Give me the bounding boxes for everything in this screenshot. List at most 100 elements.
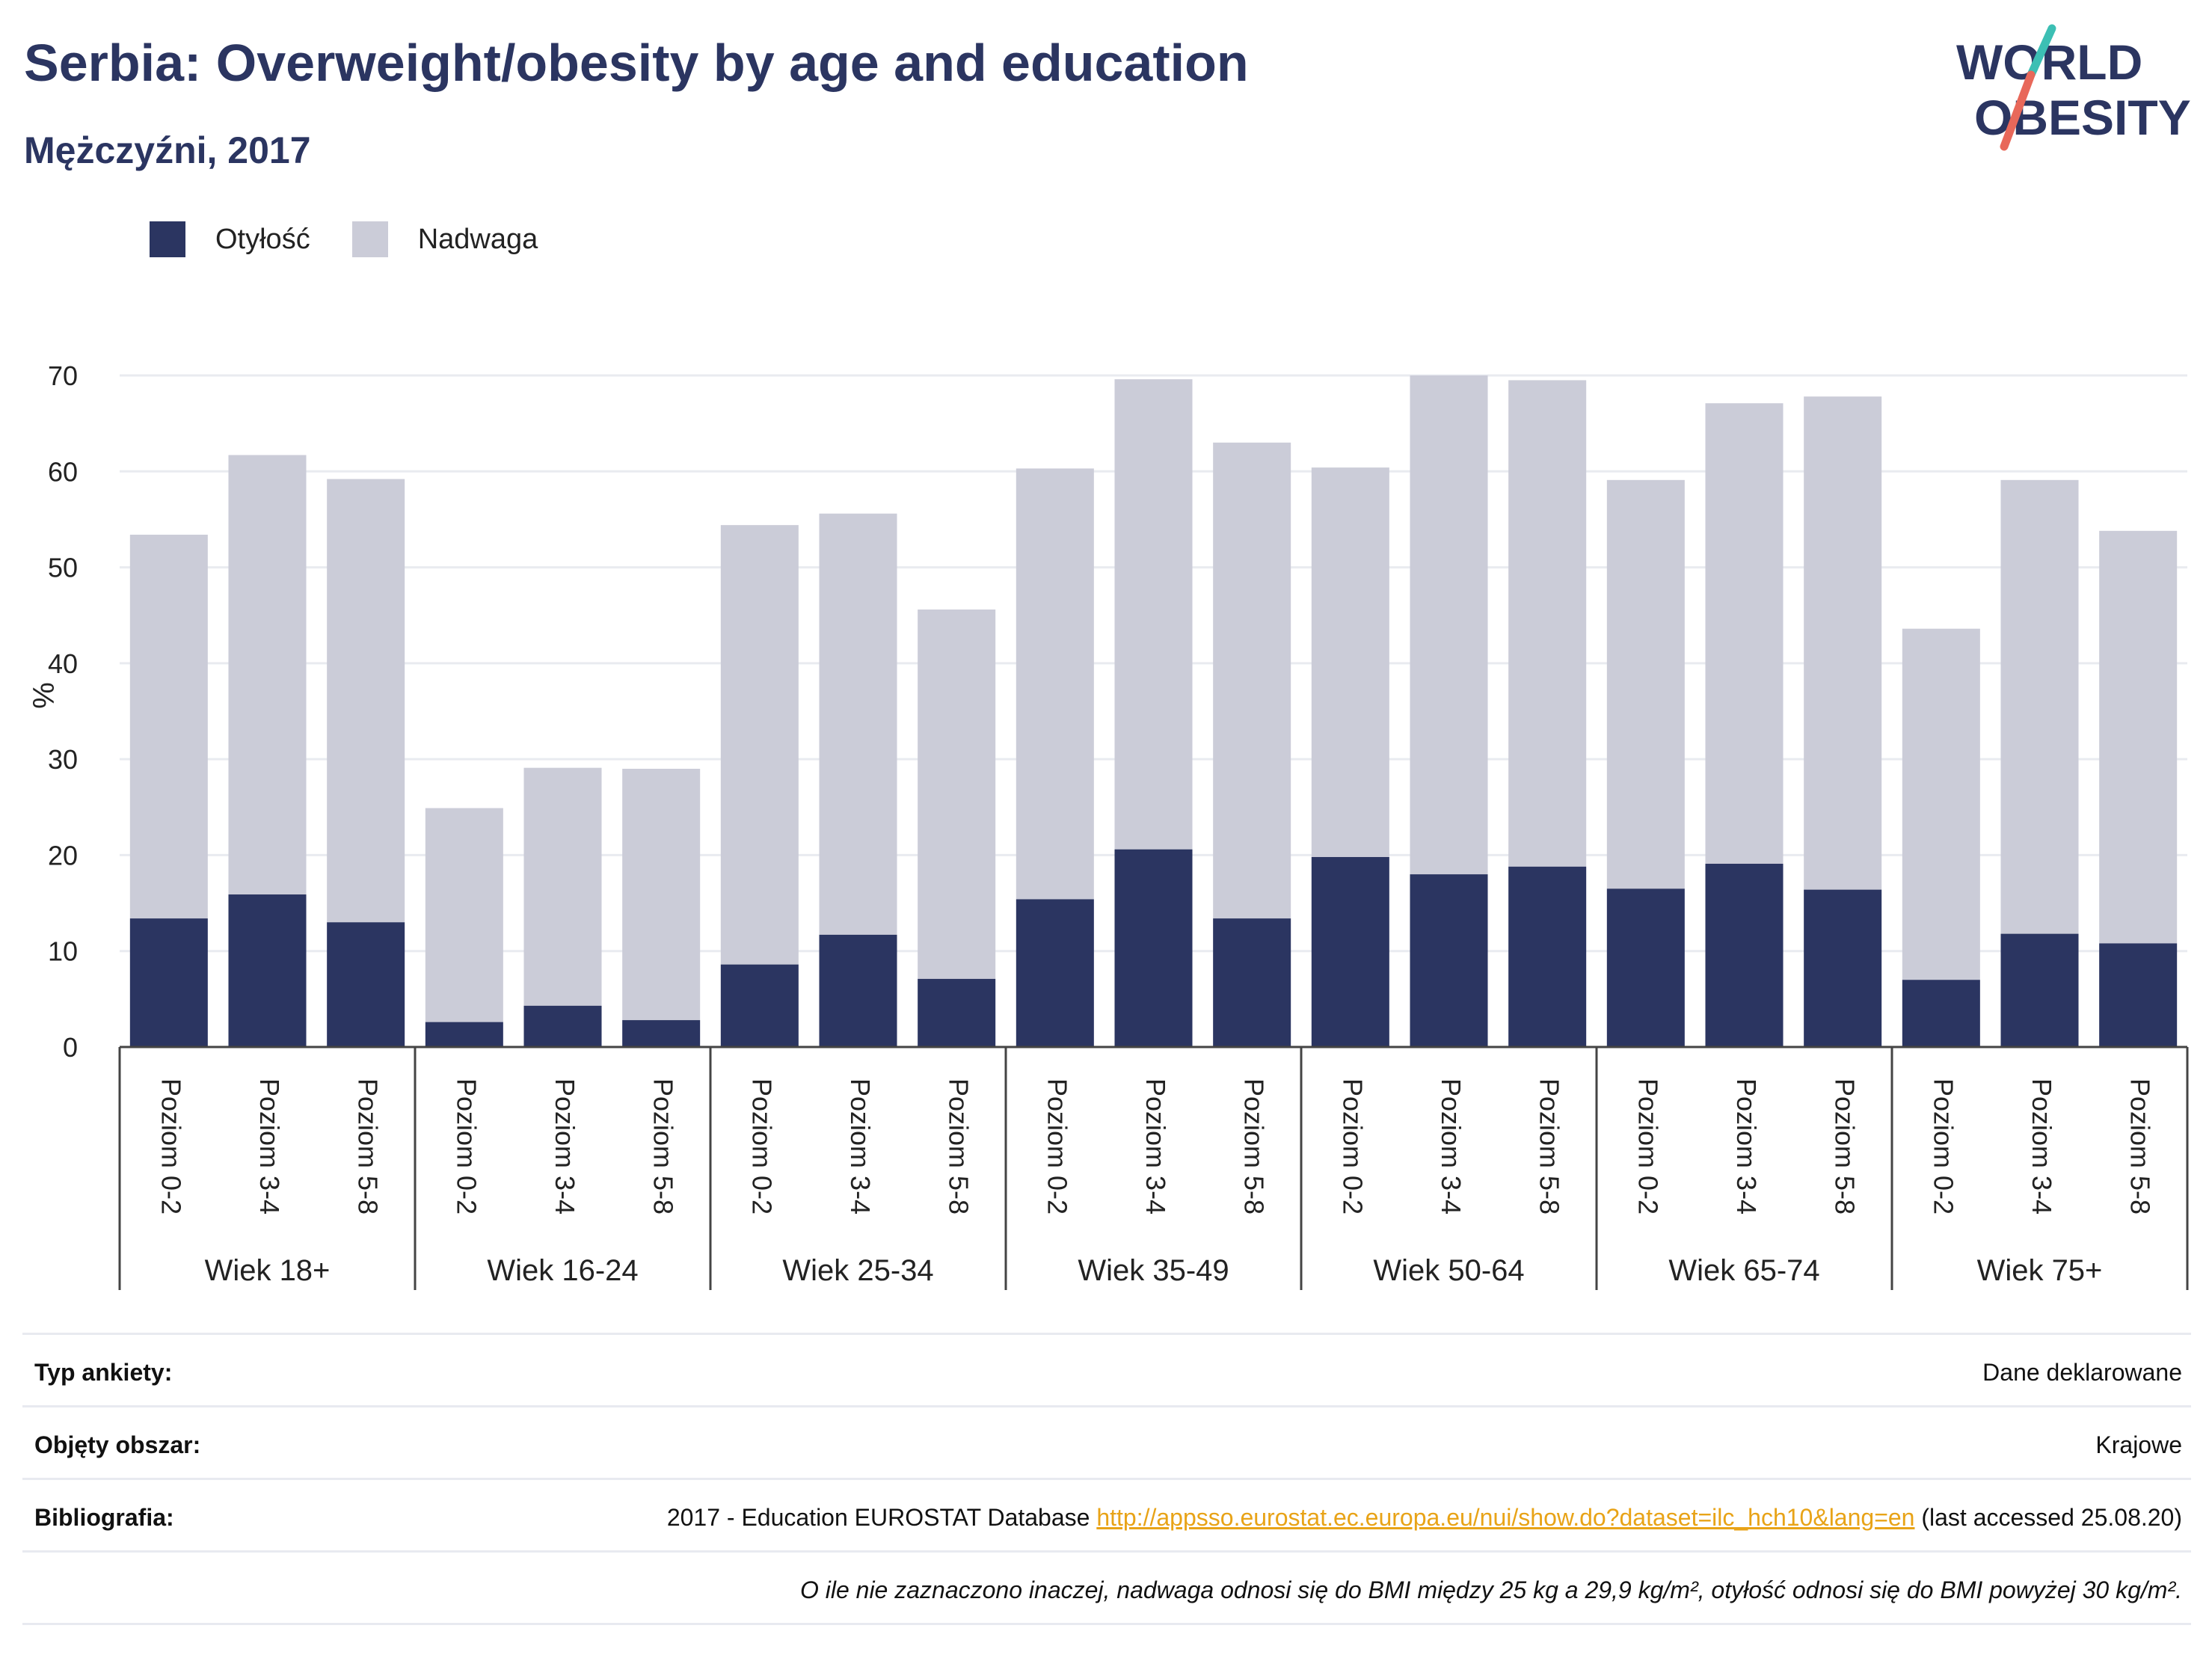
bar-overweight: [129, 534, 208, 919]
x-category-label: Poziom 5-8: [2125, 1078, 2156, 1215]
y-tick-label: 60: [48, 456, 78, 487]
y-tick-label: 20: [48, 840, 78, 871]
bar-obesity: [1213, 918, 1291, 1047]
bar-obesity: [1114, 849, 1193, 1047]
bar-overweight: [1705, 403, 1784, 864]
bar-overweight: [1213, 442, 1291, 919]
bar-overweight: [1311, 467, 1389, 857]
bibliography-label: Bibliografia:: [34, 1504, 174, 1531]
info-row-bibliography: Bibliografia: 2017 - Education EUROSTAT …: [22, 1478, 2191, 1550]
bar-obesity: [1410, 874, 1488, 1047]
world-obesity-logo: WORLD OBESITY: [1956, 24, 2191, 151]
legend-item-obesity[interactable]: Otyłość: [150, 221, 310, 257]
bar-obesity: [2099, 943, 2178, 1047]
bar-obesity: [1508, 866, 1587, 1047]
bar-obesity: [1606, 888, 1685, 1047]
y-tick-label: 0: [63, 1032, 78, 1063]
bar-obesity: [2000, 933, 2079, 1047]
x-group-label: Wiek 25-34: [782, 1254, 933, 1287]
survey-type-label: Typ ankiety:: [34, 1359, 173, 1386]
x-category-label: Poziom 3-4: [2027, 1078, 2057, 1215]
bar-overweight: [523, 767, 602, 1006]
x-category-label: Poziom 5-8: [1534, 1078, 1565, 1215]
chart-legend: Otyłość Nadwaga: [150, 221, 580, 257]
bar-obesity: [1902, 980, 1980, 1047]
x-group-label: Wiek 65-74: [1668, 1254, 1819, 1287]
bar-overweight: [1902, 628, 1980, 980]
bar-obesity: [622, 1020, 701, 1047]
coverage-label: Objęty obszar:: [34, 1431, 201, 1458]
x-group-label: Wiek 18+: [205, 1254, 331, 1287]
x-category-label: Poziom 0-2: [1337, 1078, 1368, 1215]
x-category-label: Poziom 5-8: [944, 1078, 974, 1215]
bar-obesity: [1705, 863, 1784, 1047]
bar-overweight: [425, 808, 503, 1022]
info-row-survey-type: Typ ankiety: Dane deklarowane: [22, 1333, 2191, 1405]
bar-obesity: [327, 922, 405, 1047]
legend-swatch-overweight: [351, 221, 388, 257]
logo-slash-red: [2000, 70, 2036, 151]
y-axis-label: %: [28, 682, 61, 709]
bibliography-source: 2017 - Education EUROSTAT Database: [666, 1504, 1090, 1531]
legend-swatch-obesity: [150, 221, 185, 257]
bar-obesity: [918, 978, 996, 1047]
bar-overweight: [622, 768, 701, 1021]
x-category-label: Poziom 0-2: [1632, 1078, 1663, 1215]
x-category-label: Poziom 0-2: [1042, 1078, 1072, 1215]
chart-title: Serbia: Overweight/obesity by age and ed…: [24, 34, 1249, 92]
bibliography-value: 2017 - Education EUROSTAT Database http:…: [667, 1501, 2182, 1534]
chart-subtitle: Mężczyźni, 2017: [24, 129, 311, 171]
bar-overweight: [1114, 379, 1193, 850]
bar-overweight: [327, 479, 405, 923]
x-category-label: Poziom 3-4: [550, 1078, 580, 1215]
x-category-label: Poziom 3-4: [1436, 1078, 1466, 1215]
x-group-label: Wiek 16-24: [487, 1254, 638, 1287]
bar-overweight: [720, 525, 799, 965]
bar-overweight: [1016, 468, 1094, 900]
bar-overweight: [2000, 479, 2079, 934]
x-category-label: Poziom 0-2: [1928, 1078, 1958, 1215]
bar-overweight: [1804, 396, 1882, 890]
coverage-value: Krajowe: [2095, 1431, 2182, 1458]
x-category-label: Poziom 5-8: [648, 1078, 679, 1215]
bar-overweight: [1606, 479, 1685, 889]
bar-obesity: [228, 894, 307, 1047]
bar-overweight: [819, 513, 897, 935]
x-category-label: Poziom 3-4: [1140, 1078, 1171, 1215]
x-category-label: Poziom 3-4: [845, 1078, 876, 1215]
bar-obesity: [425, 1022, 503, 1047]
bar-overweight: [2099, 530, 2178, 944]
x-category-label: Poziom 0-2: [156, 1078, 186, 1215]
y-tick-label: 10: [48, 936, 78, 967]
y-tick-label: 70: [48, 360, 78, 391]
bar-obesity: [1804, 889, 1882, 1047]
legend-label-overweight: Nadwaga: [417, 223, 538, 255]
x-group-label: Wiek 50-64: [1373, 1254, 1524, 1287]
bar-obesity: [523, 1005, 602, 1047]
bibliography-accessed: (last accessed 25.08.20): [1921, 1504, 2182, 1531]
y-tick-label: 30: [48, 744, 78, 775]
x-category-label: Poziom 5-8: [353, 1078, 384, 1215]
bar-obesity: [720, 964, 799, 1047]
x-category-label: Poziom 3-4: [1731, 1078, 1762, 1215]
info-row-coverage: Objęty obszar: Krajowe: [22, 1405, 2191, 1478]
bibliography-link[interactable]: http://appsso.eurostat.ec.europa.eu/nui/…: [1096, 1504, 1915, 1531]
bar-overweight: [918, 610, 996, 979]
legend-item-overweight[interactable]: Nadwaga: [351, 221, 538, 257]
survey-type-value: Dane deklarowane: [1982, 1359, 2182, 1386]
y-tick-label: 50: [48, 553, 78, 583]
bar-overweight: [228, 455, 307, 895]
bar-obesity: [1311, 856, 1389, 1047]
y-tick-label: 40: [48, 648, 78, 679]
x-group-label: Wiek 75+: [1977, 1254, 2103, 1287]
info-row-footnote: O ile nie zaznaczono inaczej, nadwaga od…: [22, 1550, 2191, 1625]
x-category-label: Poziom 3-4: [254, 1078, 285, 1215]
x-category-label: Poziom 0-2: [746, 1078, 777, 1215]
x-category-label: Poziom 5-8: [1830, 1078, 1861, 1215]
info-table: Typ ankiety: Dane deklarowane Objęty obs…: [22, 1333, 2191, 1625]
bar-obesity: [129, 918, 208, 1047]
legend-label-obesity: Otyłość: [215, 223, 310, 255]
bar-overweight: [1410, 375, 1488, 875]
footnote: O ile nie zaznaczono inaczej, nadwaga od…: [799, 1576, 2182, 1603]
x-group-label: Wiek 35-49: [1078, 1254, 1229, 1287]
